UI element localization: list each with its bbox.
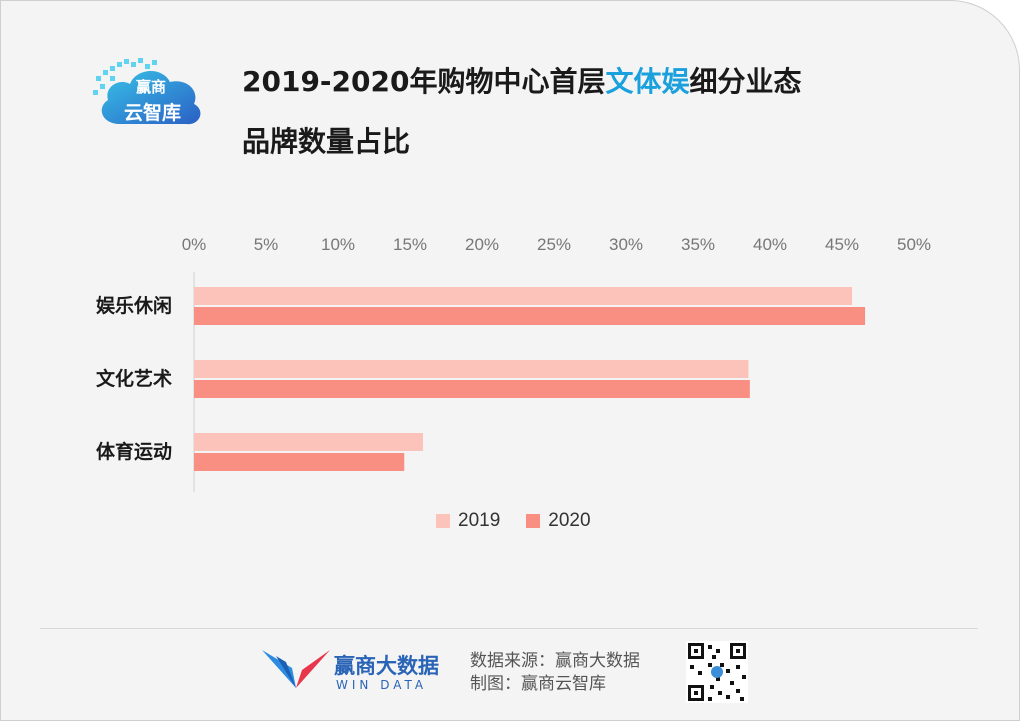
legend-swatch-2020	[526, 514, 541, 528]
qr-code	[686, 641, 748, 703]
x-tick-label: 25%	[537, 235, 571, 254]
category-label: 文化艺术	[96, 367, 172, 390]
legend-label-2019: 2019	[458, 510, 501, 531]
x-tick-label: 10%	[321, 235, 355, 254]
windata-brand: 赢商大数据 WIN DATA	[262, 648, 439, 696]
source-note: 数据来源：赢商大数据 制图：赢商云智库	[470, 650, 640, 696]
logo-line2: 云智库	[124, 102, 182, 124]
x-tick-label: 30%	[609, 235, 643, 254]
bar-2020-3	[194, 453, 405, 471]
legend-label-2020: 2020	[548, 510, 591, 531]
title-highlight: 文体娱	[605, 65, 690, 98]
bar-2019-3	[194, 433, 423, 451]
source-line1: 数据来源：赢商大数据	[470, 651, 640, 671]
title-part2: 细分业态	[689, 65, 802, 98]
bar-2019-1	[194, 287, 853, 305]
bar-2020-1	[194, 307, 866, 325]
title-line2: 品牌数量占比	[242, 125, 411, 158]
cloud-logo-icon	[93, 58, 201, 125]
x-tick-label: 20%	[465, 235, 499, 254]
brand-name: 赢商大数据	[334, 654, 439, 678]
source-line2: 制图：赢商云智库	[470, 674, 606, 694]
qr-code-icon	[686, 641, 748, 703]
chart-legend: 2019 2020	[436, 510, 617, 532]
x-tick-label: 45%	[825, 235, 859, 254]
windata-logo-icon	[262, 650, 330, 688]
footer-divider	[40, 628, 978, 629]
legend-swatch-2019	[436, 514, 450, 528]
legend-item-2020: 2020	[526, 510, 591, 532]
category-label: 娱乐休闲	[96, 294, 172, 317]
x-tick-label: 5%	[254, 235, 279, 254]
brand-english: WIN DATA	[336, 678, 428, 692]
bar-2019-2	[194, 360, 749, 378]
category-label: 体育运动	[96, 440, 172, 463]
legend-item-2019: 2019	[436, 510, 500, 532]
x-tick-label: 35%	[681, 235, 715, 254]
x-tick-label: 40%	[753, 235, 787, 254]
logo-line1: 赢商	[136, 78, 167, 96]
chart-title: 2019-2020年购物中心首层文体娱细分业态 品牌数量占比	[242, 52, 802, 172]
winshang-cloud-logo: 赢商 云智库	[90, 56, 208, 130]
bar-2020-2	[194, 380, 750, 398]
title-part1: 2019-2020年购物中心首层	[242, 65, 606, 98]
x-tick-label: 50%	[897, 235, 931, 254]
x-tick-label: 15%	[393, 235, 427, 254]
x-tick-label: 0%	[182, 235, 207, 254]
